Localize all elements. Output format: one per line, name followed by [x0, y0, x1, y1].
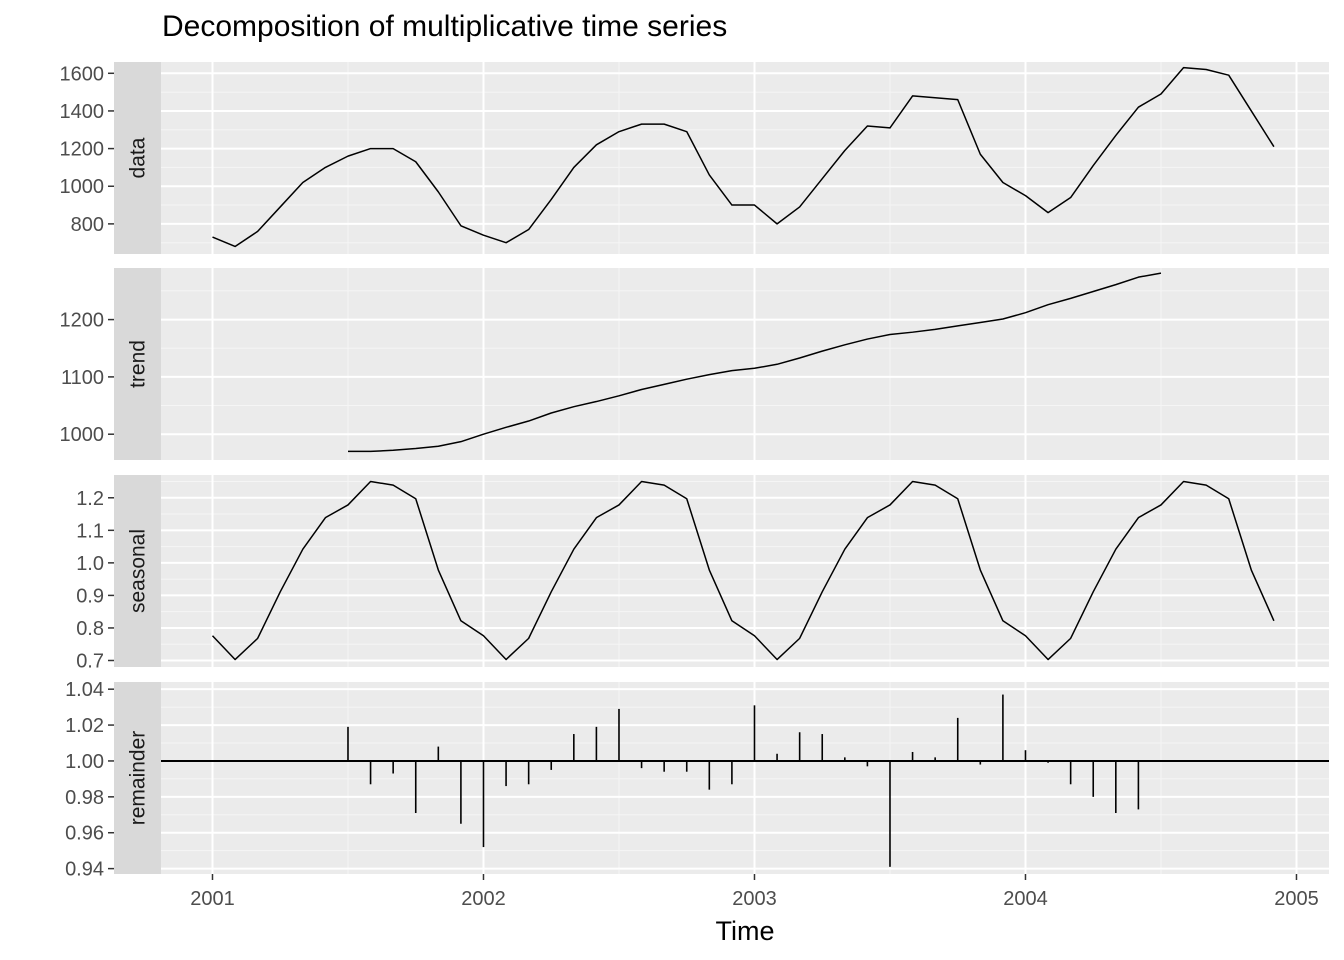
y-tick-label: 1200 [60, 139, 105, 161]
panel-trend: 1000 1100 1200 trend [60, 268, 1329, 460]
y-tick-label: 1000 [60, 176, 105, 198]
chart-title: Decomposition of multiplicative time ser… [162, 10, 728, 43]
y-tick-label: 1.1 [76, 520, 104, 542]
y-tick-label: 1400 [60, 101, 105, 123]
y-tick-label: 1000 [60, 424, 105, 446]
strip-label-trend: trend [127, 340, 150, 388]
panel-background [161, 682, 1329, 874]
strip-label-seasonal: seasonal [127, 529, 150, 613]
y-tick-label: 0.9 [76, 585, 104, 607]
y-tick-label: 0.96 [65, 823, 104, 845]
x-axis-title: Time [716, 916, 775, 946]
x-tick-label: 2001 [190, 888, 235, 910]
panel-seasonal: 0.7 0.8 0.9 1.0 1.1 1.2 seasonal [76, 475, 1329, 672]
y-tick-label: 0.8 [76, 618, 104, 640]
x-tick-label: 2002 [461, 888, 506, 910]
panel-background [161, 62, 1329, 254]
strip-background [114, 682, 161, 874]
strip-background [114, 475, 161, 667]
panel-background [161, 475, 1329, 667]
chart-panels: 800 1000 1200 1400 1600 data 1000 1100 1200 trend… [60, 62, 1329, 881]
y-tick-label: 1.0 [76, 553, 104, 575]
panel-data: 800 1000 1200 1400 1600 data [60, 62, 1329, 254]
y-tick-label: 1200 [60, 310, 105, 332]
x-tick-label: 2004 [1003, 888, 1048, 910]
y-tick-label: 0.94 [65, 859, 104, 881]
y-tick-label: 1.2 [76, 488, 104, 510]
y-tick-label: 0.7 [76, 650, 104, 672]
x-tick-label: 2005 [1274, 888, 1319, 910]
series-line-seasonal [211, 480, 1275, 661]
panel-remainder: 0.94 0.96 0.98 1.00 1.02 1.04 remainder [65, 679, 1329, 881]
y-tick-label: 1.04 [65, 679, 104, 701]
series-line-data [212, 66, 1275, 248]
y-tick-label: 1.02 [65, 715, 104, 737]
y-tick-label: 1100 [61, 367, 104, 389]
y-tick-label: 1600 [60, 63, 105, 85]
strip-label-data: data [127, 137, 150, 178]
y-tick-label: 800 [71, 214, 104, 236]
x-axis: 2001 2002 2003 2004 2005 [190, 874, 1319, 910]
panel-background [161, 268, 1329, 460]
strip-background [114, 62, 161, 254]
y-tick-label: 1.00 [65, 751, 104, 773]
y-tick-label: 0.98 [65, 787, 104, 809]
series-line-trend [347, 272, 1162, 453]
strip-label-remainder: remainder [127, 731, 150, 826]
strip-background [114, 268, 161, 460]
x-tick-label: 2003 [732, 888, 777, 910]
